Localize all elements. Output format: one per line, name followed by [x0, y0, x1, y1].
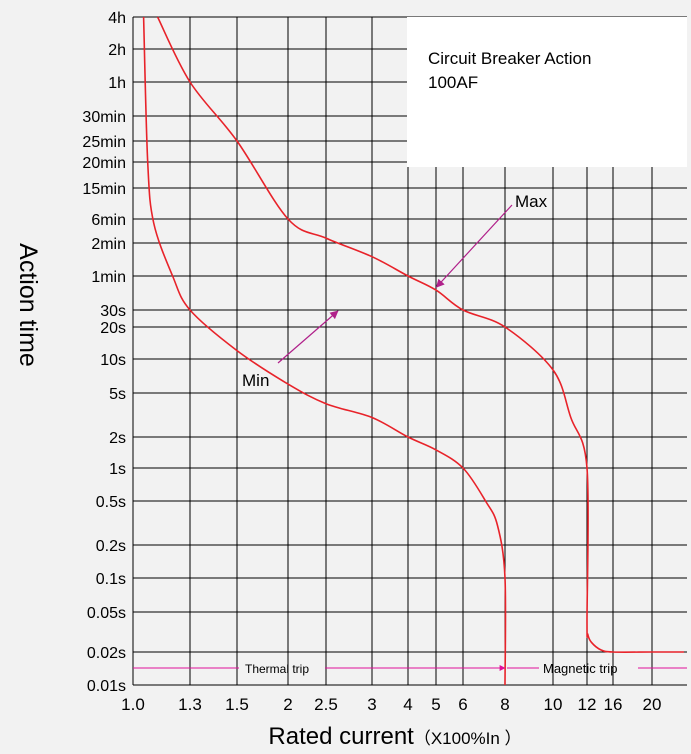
y-tick-label: 25min: [82, 134, 126, 151]
x-tick-label: 3: [367, 695, 376, 714]
y-axis-label: Action time: [14, 243, 42, 367]
y-tick-label: 15min: [82, 181, 126, 198]
x-axis-tick-labels: 1.0 1.3 1.5 2 2.5 3 4 5 6 8 10 12 16 20: [121, 695, 661, 714]
y-tick-label: 2h: [108, 42, 126, 59]
y-tick-label: 0.1s: [96, 571, 126, 588]
y-tick-label: 4h: [108, 10, 126, 27]
x-axis-label: Rated current（X100%In ）: [268, 723, 521, 750]
y-tick-label: 1h: [108, 75, 126, 92]
y-tick-label: 10s: [100, 352, 126, 369]
x-tick-label: 12: [578, 695, 597, 714]
y-tick-label: 0.2s: [96, 538, 126, 555]
min-label: Min: [242, 371, 269, 390]
x-tick-label: 6: [458, 695, 467, 714]
x-tick-label: 1.0: [121, 695, 145, 714]
y-tick-label: 1s: [109, 461, 126, 478]
curves: [142, 16, 684, 686]
max-label: Max: [515, 192, 548, 211]
chart-title-line-2: 100AF: [428, 73, 478, 92]
x-tick-label: 2.5: [314, 695, 338, 714]
x-tick-label: 2: [283, 695, 292, 714]
x-tick-label: 10: [544, 695, 563, 714]
y-tick-label: 0.01s: [87, 678, 126, 695]
curve-max: [156, 16, 684, 653]
x-axis-label-main: Rated current: [268, 723, 414, 750]
y-axis-tick-labels: 4h 2h 1h 30min 25min 20min 15min 6min 2min 1min 30…: [82, 10, 126, 695]
annotations: Max Min Thermal trip Magnetic trip: [133, 192, 687, 676]
y-tick-label: 30s: [100, 303, 126, 320]
min-arrow: [277, 310, 339, 364]
x-axis-label-suffix: （X100%In ）: [414, 729, 522, 748]
y-tick-label: 0.5s: [96, 494, 126, 511]
curve-min: [142, 16, 507, 686]
x-tick-label: 20: [643, 695, 662, 714]
y-tick-label: 20min: [82, 155, 126, 172]
y-tick-label: 1min: [91, 269, 126, 286]
y-tick-label: 0.02s: [87, 645, 126, 662]
y-tick-label: 6min: [91, 212, 126, 229]
chart-title-line-1: Circuit Breaker Action: [428, 49, 591, 68]
x-tick-label: 5: [431, 695, 440, 714]
x-tick-label: 16: [604, 695, 623, 714]
title-box: [407, 17, 687, 167]
y-tick-label: 2min: [91, 236, 126, 253]
y-tick-label: 2s: [109, 430, 126, 447]
y-tick-label: 20s: [100, 320, 126, 337]
x-tick-label: 8: [500, 695, 509, 714]
max-arrow: [435, 204, 513, 288]
x-tick-label: 1.3: [178, 695, 202, 714]
y-tick-label: 0.05s: [87, 605, 126, 622]
thermal-trip-label: Thermal trip: [245, 662, 309, 676]
x-tick-label: 1.5: [225, 695, 249, 714]
y-tick-label: 5s: [109, 386, 126, 403]
magnetic-trip-label: Magnetic trip: [543, 661, 617, 676]
y-tick-label: 30min: [82, 109, 126, 126]
x-tick-label: 4: [403, 695, 412, 714]
